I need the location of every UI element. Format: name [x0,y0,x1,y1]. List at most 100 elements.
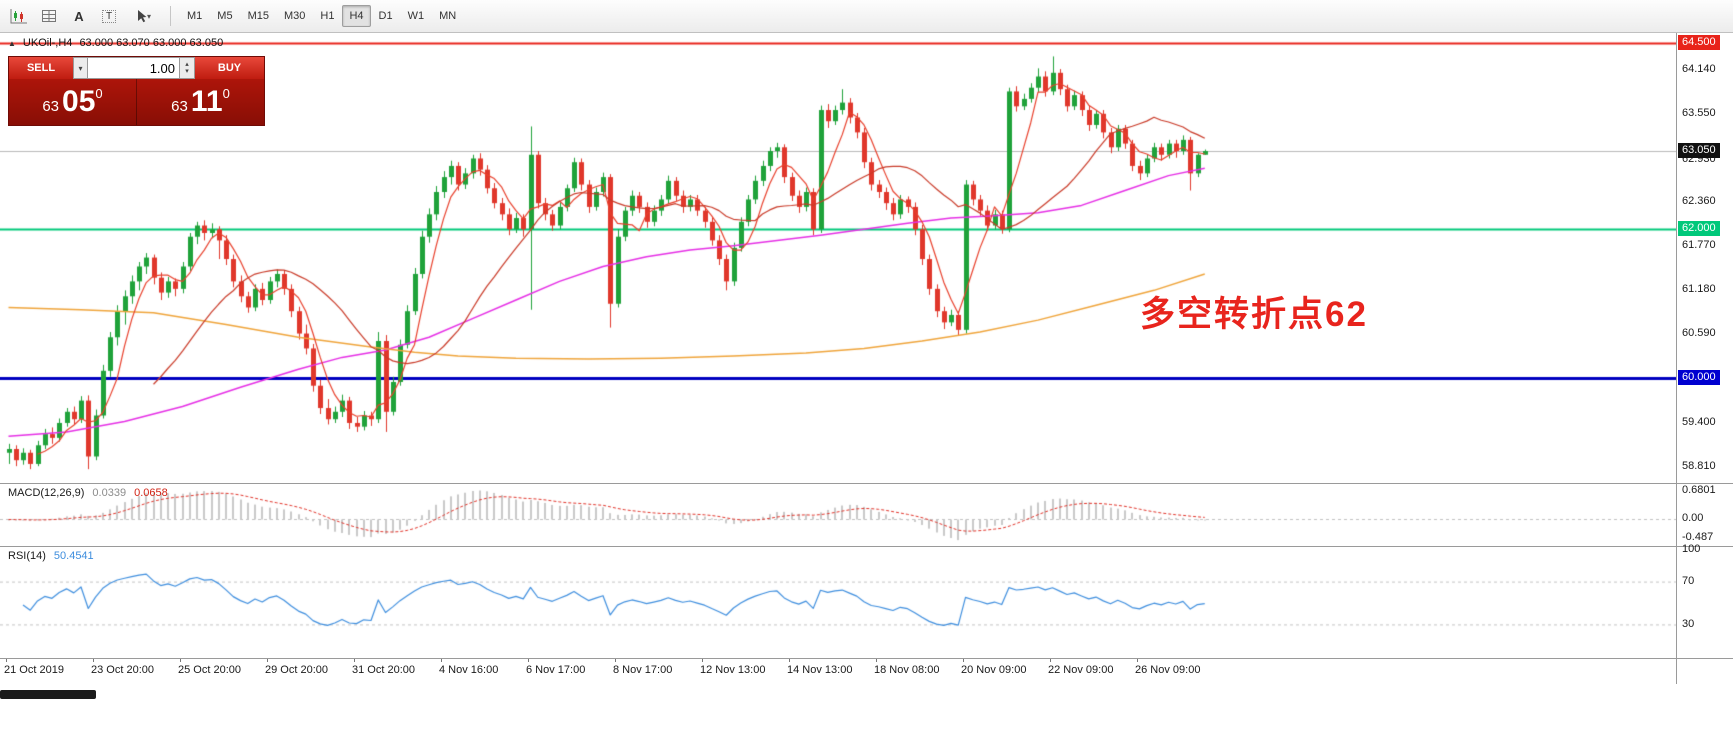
sell-button[interactable]: SELL [9,57,73,79]
buy-price-display[interactable]: 63 11 0 [137,79,264,125]
price-tick: 63.550 [1682,106,1716,119]
time-tick-label: 26 Nov 09:00 [1135,664,1201,676]
time-tick-label: 14 Nov 13:00 [787,664,853,676]
time-tick-mark [93,659,94,662]
spinner-up-icon[interactable]: ▴ [185,61,189,68]
price-axis-separator [1676,33,1677,684]
time-tick-mark [267,659,268,662]
horizontal-scrollbar-thumb[interactable] [0,690,96,699]
tf-button-m1[interactable]: M1 [187,10,203,22]
macd-main-value: 0.0339 [92,487,127,499]
macd-label: MACD(12,26,9) 0.0339 0.0658 [8,487,168,499]
price-tick: 59.400 [1682,415,1716,428]
candlestick-chart-icon[interactable] [5,4,33,28]
chart-panel: ▲ UKOil-,H4 63.000 63.070 63.000 63.050 … [0,33,1676,483]
time-tick-label: 4 Nov 16:00 [439,664,499,676]
tf-button-m5[interactable]: M5 [217,10,233,22]
volume-input[interactable] [88,57,180,79]
sell-price-sup: 0 [95,85,103,101]
price-tick: 58.810 [1682,459,1716,472]
buy-price-prefix: 63 [171,97,188,115]
time-tick-label: 18 Nov 08:00 [874,664,940,676]
price-axis[interactable]: 64.140 63.550 62.930 62.360 61.770 61.180 60.5… [1677,0,1733,755]
tf-button-m15[interactable]: M15 [247,10,269,22]
grid-icon[interactable] [35,4,63,28]
one-click-trade-widget: SELL ▾ ▴ ▾ BUY 63 05 0 63 11 0 [8,56,265,126]
tf-button-m30[interactable]: M30 [283,10,306,22]
pivot-annotation: 多空转折点62 [1140,295,1368,334]
price-chart-canvas[interactable] [0,33,1676,483]
tf-button-h1[interactable]: H1 [320,10,335,22]
time-tick-label: 21 Oct 2019 [4,664,64,676]
toolbar-separator [170,6,171,26]
time-tick-label: 23 Oct 20:00 [91,664,154,676]
time-tick-mark [963,659,964,662]
macd-chart-canvas[interactable] [0,484,1676,546]
price-tick: 61.770 [1682,239,1716,252]
cursor-dropdown-icon[interactable]: ▾ [125,4,161,28]
spinner-down-icon[interactable]: ▾ [185,68,189,75]
price-tick: 60.590 [1682,327,1716,340]
time-tick-mark [354,659,355,662]
price-tick: 62.360 [1682,195,1716,208]
label-tool-label: T [101,9,117,23]
sell-price-display[interactable]: 63 05 0 [9,79,137,125]
time-tick-mark [1137,659,1138,662]
buy-button[interactable]: BUY [195,57,264,79]
rsi-chart-canvas[interactable] [0,547,1676,658]
price-badge: 63.050 [1678,143,1720,159]
collapse-trade-panel-icon[interactable]: ▲ [8,38,16,48]
price-badge: 64.500 [1678,35,1720,50]
time-axis[interactable]: 21 Oct 2019 23 Oct 20:00 25 Oct 20:00 29 Oc… [0,659,1676,683]
tf-button-mn[interactable]: MN [439,10,457,22]
rsi-axis-label: 70 [1682,575,1695,587]
rsi-name: RSI(14) [8,550,46,562]
macd-name: MACD(12,26,9) [8,487,85,499]
time-tick-label: 12 Nov 13:00 [700,664,766,676]
buy-price-big: 11 [190,85,223,118]
macd-axis-label: 0.00 [1682,512,1704,524]
time-tick-mark [441,659,442,662]
time-tick-label: 29 Oct 20:00 [265,664,328,676]
main-toolbar: A T ▾ M1 M5 M15 M30 H1 H4 D1 W1 MN [0,0,1733,33]
time-tick-mark [615,659,616,662]
text-tool-label: A [74,8,84,24]
time-tick-mark [528,659,529,662]
price-tick: 64.140 [1682,62,1716,75]
sell-price-prefix: 63 [42,97,60,115]
rsi-axis-label: 30 [1682,618,1695,630]
panel-separator-timeaxis [0,658,1733,659]
text-label-tool-icon[interactable]: T [95,4,123,28]
price-badge: 62.000 [1678,221,1720,237]
rsi-value: 50.4541 [53,550,94,562]
time-tick-mark [180,659,181,662]
price-badge: 60.000 [1678,370,1720,386]
time-tick-label: 6 Nov 17:00 [526,664,586,676]
timeframe-toolbar: M1 M5 M15 M30 H1 H4 D1 W1 MN [180,5,463,27]
time-tick-label: 22 Nov 09:00 [1048,664,1114,676]
text-tool-icon[interactable]: A [65,4,93,28]
rsi-panel: RSI(14) 50.4541 [0,547,1676,658]
time-tick-mark [702,659,703,662]
tf-button-d1[interactable]: D1 [378,10,393,22]
symbol-ohlc-values: 63.000 63.070 63.000 63.050 [79,37,224,49]
chevron-down-icon: ▾ [146,11,151,21]
symbol-info: ▲ UKOil-,H4 63.000 63.070 63.000 63.050 [8,37,223,49]
volume-spinner[interactable]: ▴ ▾ [180,57,195,79]
tf-button-h4[interactable]: H4 [342,5,371,27]
tf-button-w1[interactable]: W1 [407,10,425,22]
time-tick-mark [6,659,7,662]
panel-separator-macd [0,483,1733,484]
volume-dropdown-icon[interactable]: ▾ [73,57,88,79]
rsi-axis-label: 100 [1682,543,1701,555]
time-tick-mark [1050,659,1051,662]
panel-separator-rsi [0,546,1733,547]
time-tick-label: 25 Oct 20:00 [178,664,241,676]
time-tick-label: 31 Oct 20:00 [352,664,415,676]
macd-signal-value: 0.0658 [134,487,168,499]
sell-price-big: 05 [62,85,96,118]
symbol-title: UKOil-,H4 [22,37,73,49]
time-tick-mark [876,659,877,662]
rsi-label: RSI(14) 50.4541 [8,550,94,562]
